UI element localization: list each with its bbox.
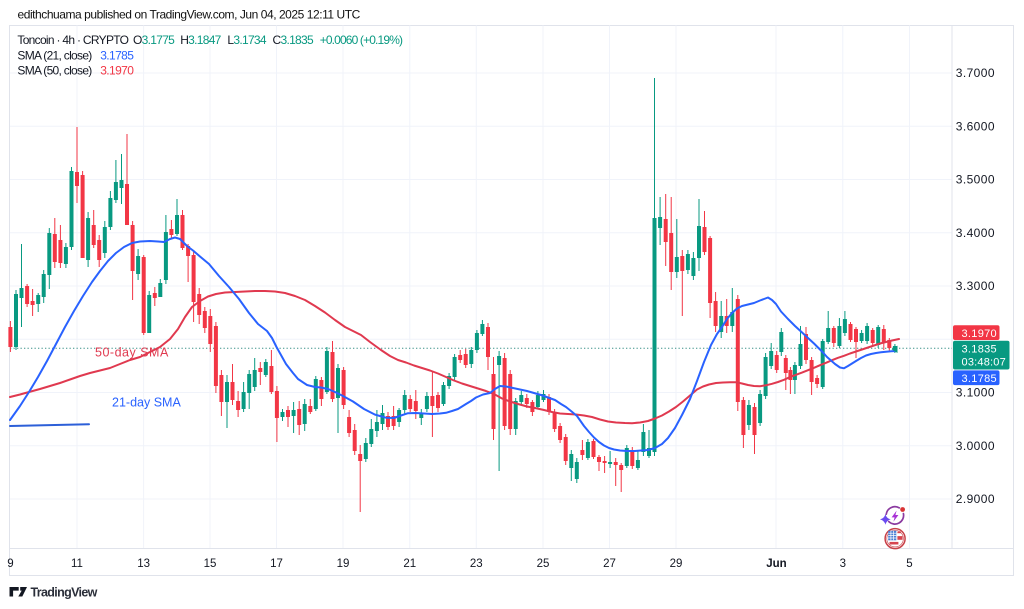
svg-text:3.3000: 3.3000 <box>956 279 995 293</box>
svg-text:15: 15 <box>204 558 217 570</box>
svg-text:3.7000: 3.7000 <box>956 66 995 80</box>
svg-text:3.1785: 3.1785 <box>100 49 134 63</box>
svg-text:3.1970: 3.1970 <box>100 64 134 78</box>
svg-text:03:48:07: 03:48:07 <box>962 357 1006 369</box>
svg-text:+0.0060 (+0.19%): +0.0060 (+0.19%) <box>320 33 403 47</box>
svg-text:21: 21 <box>403 558 416 570</box>
svg-text:50-day SMA: 50-day SMA <box>95 346 169 360</box>
svg-text:9: 9 <box>7 558 13 570</box>
svg-text:O3.1775: O3.1775 <box>133 33 175 47</box>
svg-text:3: 3 <box>840 558 846 570</box>
svg-text:17: 17 <box>270 558 283 570</box>
svg-text:edithchuama published on Tradi: edithchuama published on TradingView.com… <box>18 8 361 22</box>
svg-text:3.0000: 3.0000 <box>956 439 995 453</box>
svg-text:13: 13 <box>137 558 150 570</box>
svg-text:Jun: Jun <box>766 558 786 570</box>
svg-text:27: 27 <box>603 558 616 570</box>
svg-text:Toncoin · 4h · CRYPTO: Toncoin · 4h · CRYPTO <box>17 33 128 47</box>
svg-text:3.5000: 3.5000 <box>956 173 995 187</box>
svg-text:5: 5 <box>906 558 912 570</box>
svg-text:21-day SMA: 21-day SMA <box>112 396 181 410</box>
svg-text:11: 11 <box>71 558 83 570</box>
svg-text:C3.1835: C3.1835 <box>273 33 314 47</box>
svg-text:3.1970: 3.1970 <box>962 328 997 340</box>
svg-text:23: 23 <box>470 558 483 570</box>
svg-text:TradingView: TradingView <box>31 586 98 600</box>
svg-text:3.4000: 3.4000 <box>956 226 995 240</box>
svg-text:3.6000: 3.6000 <box>956 120 995 134</box>
svg-text:19: 19 <box>337 558 350 570</box>
svg-text:SMA (50, close): SMA (50, close) <box>17 64 92 78</box>
svg-text:2.9000: 2.9000 <box>956 492 995 506</box>
svg-text:3.1835: 3.1835 <box>962 344 997 356</box>
svg-text:3.1785: 3.1785 <box>962 373 997 385</box>
svg-text:3.1000: 3.1000 <box>956 386 995 400</box>
svg-text:29: 29 <box>670 558 683 570</box>
svg-text:H3.1847: H3.1847 <box>180 33 221 47</box>
svg-text:L3.1734: L3.1734 <box>227 33 267 47</box>
svg-text:25: 25 <box>537 558 550 570</box>
svg-text:SMA (21, close): SMA (21, close) <box>17 49 92 63</box>
